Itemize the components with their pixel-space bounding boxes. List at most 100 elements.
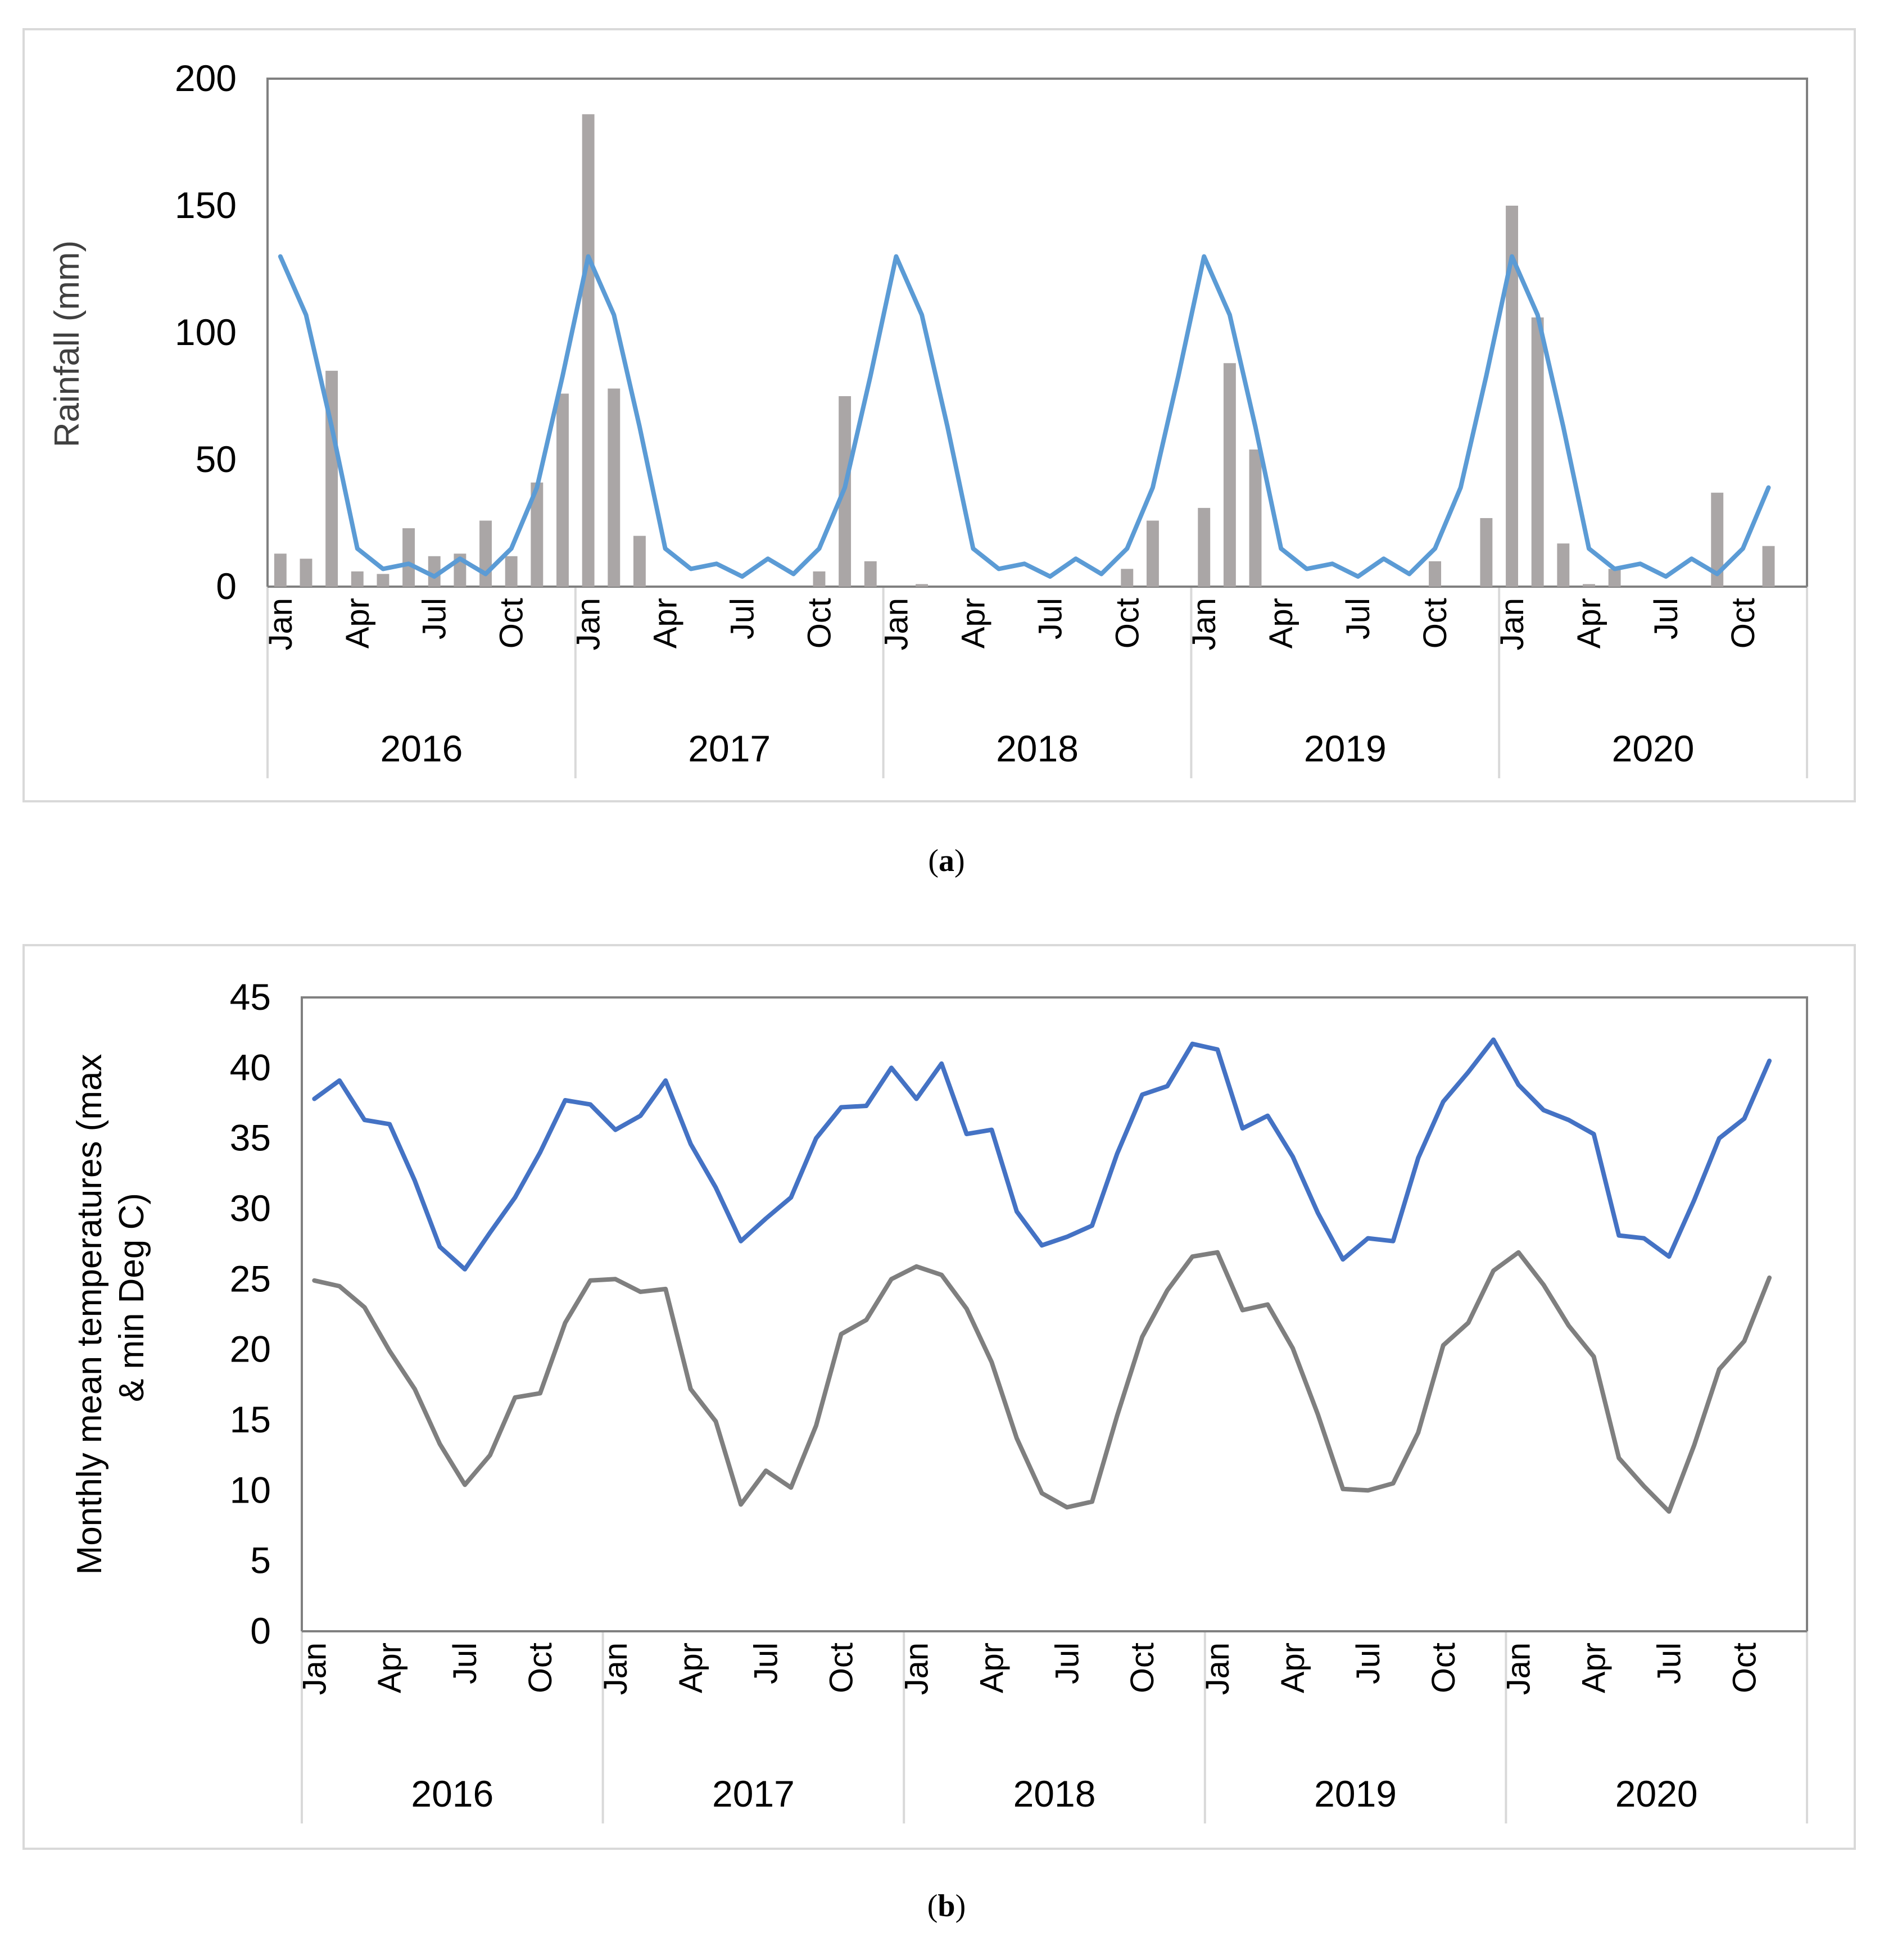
chart-b-month-tick-label: Oct <box>1124 1643 1161 1693</box>
chart-b-y-tick-label: 30 <box>230 1187 271 1229</box>
chart-b-month-tick-label: Jul <box>1350 1643 1387 1684</box>
chart-a-bar <box>325 370 338 587</box>
chart-b-month-tick-label: Jan <box>1501 1643 1537 1695</box>
chart-b-month-tick-label: Jan <box>597 1643 634 1695</box>
chart-a-bar <box>377 574 390 587</box>
chart-b-y-tick-label: 45 <box>230 976 271 1018</box>
chart-a-month-tick-label: Jan <box>570 598 607 651</box>
chart-a-month-tick-label: Apr <box>1571 598 1607 648</box>
chart-b-y-axis-title-line1: Monthly mean temperatures (max <box>70 1054 109 1575</box>
chart-a-month-tick-label: Apr <box>955 598 991 648</box>
chart-b-year-label: 2016 <box>411 1773 493 1814</box>
chart-a-bar <box>300 559 313 587</box>
caption-b-label: b <box>938 1889 955 1923</box>
chart-b-y-tick-label: 25 <box>230 1258 271 1299</box>
chart-b-plot-area <box>301 996 1808 1632</box>
chart-a-bar <box>1429 561 1442 587</box>
chart-a-month-tick-label: Oct <box>801 598 837 648</box>
chart-b-line-1 <box>312 1250 1772 1514</box>
chart-a-y-tick-label: 200 <box>175 57 237 99</box>
chart-a-month-tick-label: Jul <box>1340 598 1376 639</box>
chart-a-bar <box>274 553 287 587</box>
chart-a-bar <box>1506 206 1518 587</box>
chart-b-month-tick-label: Jul <box>1651 1643 1688 1684</box>
chart-b-y-tick-label: 40 <box>230 1046 271 1088</box>
chart-b-year-label: 2019 <box>1314 1773 1397 1814</box>
chart-a-bar <box>633 536 646 587</box>
chart-a-month-tick-label: Jul <box>724 598 761 639</box>
chart-a-bar <box>351 571 364 587</box>
chart-a-bar <box>864 561 877 587</box>
chart-b-month-tick-label: Jan <box>296 1643 333 1695</box>
chart-b-y-tick-label: 20 <box>230 1328 271 1370</box>
chart-b-month-tick-label: Jul <box>748 1643 785 1684</box>
chart-a-bar <box>1711 492 1724 587</box>
chart-a-bar <box>1249 449 1262 587</box>
chart-a-line-1 <box>278 254 1771 579</box>
chart-a-bar <box>582 114 595 587</box>
chart-a-bar <box>1198 507 1211 587</box>
chart-b-y-tick-label: 0 <box>250 1610 271 1652</box>
chart-b-month-tick-label: Jul <box>1049 1643 1085 1684</box>
chart-a-bar <box>1480 518 1493 587</box>
chart-a-month-tick-label: Apr <box>1263 598 1299 648</box>
chart-b-year-label: 2017 <box>712 1773 795 1814</box>
chart-b-month-tick-label: Oct <box>1425 1643 1462 1693</box>
chart-a-year-label: 2020 <box>1612 728 1695 769</box>
chart-a-bar <box>1583 584 1595 587</box>
chart-b-line-0 <box>312 1037 1772 1272</box>
chart-a-bar <box>479 520 492 587</box>
chart-a-year-label: 2019 <box>1304 728 1387 769</box>
chart-a-bar <box>1223 363 1236 587</box>
chart-a-month-tick-label: Oct <box>493 598 530 648</box>
chart-b-year-label: 2018 <box>1013 1773 1096 1814</box>
chart-a-plot-area <box>266 78 1808 588</box>
chart-a-month-tick-label: Apr <box>647 598 684 648</box>
chart-b-month-tick-label: Oct <box>1726 1643 1763 1693</box>
chart-a-month-tick-label: Jan <box>1186 598 1222 651</box>
chart-b-month-tick-label: Jan <box>1199 1643 1236 1695</box>
chart-a-bar <box>608 388 621 587</box>
chart-a-y-axis-title: Rainfall (mm) <box>48 241 87 448</box>
caption-b: (b) <box>927 1889 966 1923</box>
chart-a-y-tick-label: 50 <box>196 438 237 480</box>
panel-b-frame <box>22 944 1856 1850</box>
chart-a-y-tick-label: 100 <box>175 311 237 353</box>
chart-a-y-tick-label: 0 <box>216 565 237 607</box>
chart-a-bar <box>402 528 415 587</box>
chart-a-month-tick-label: Apr <box>339 598 376 648</box>
chart-b-y-tick-label: 10 <box>230 1469 271 1510</box>
chart-a-month-tick-label: Oct <box>1725 598 1761 648</box>
chart-a-bar <box>1121 569 1134 587</box>
chart-b-month-tick-label: Jul <box>447 1643 483 1684</box>
chart-a-month-tick-label: Oct <box>1109 598 1145 648</box>
chart-a-year-label: 2017 <box>688 728 771 769</box>
chart-a-month-tick-label: Jan <box>878 598 914 651</box>
chart-a-bar <box>1531 317 1544 587</box>
chart-b-y-axis-title-line2: & min Deg C) <box>112 1193 151 1402</box>
chart-b-month-tick-label: Apr <box>973 1643 1010 1693</box>
chart-a-month-tick-label: Jul <box>416 598 453 639</box>
chart-a-bar <box>1608 569 1621 587</box>
chart-a-month-tick-label: Jan <box>1494 598 1530 651</box>
chart-a-bar <box>428 556 441 587</box>
chart-a-bar <box>1557 543 1570 587</box>
chart-b-month-tick-label: Apr <box>1275 1643 1311 1693</box>
chart-a-bar <box>505 556 518 587</box>
chart-b-month-tick-label: Oct <box>522 1643 559 1693</box>
chart-a-bar <box>1762 546 1775 587</box>
chart-b-month-tick-label: Jan <box>899 1643 935 1695</box>
chart-b-year-label: 2020 <box>1615 1773 1698 1814</box>
chart-a-bar <box>531 482 544 587</box>
chart-a-month-tick-label: Jan <box>262 598 299 651</box>
chart-b-y-tick-label: 5 <box>250 1540 271 1581</box>
chart-a-month-tick-label: Oct <box>1417 598 1453 648</box>
chart-a-year-label: 2018 <box>996 728 1079 769</box>
chart-a-year-label: 2016 <box>380 728 463 769</box>
chart-a-month-tick-label: Jul <box>1032 598 1068 639</box>
chart-a-bar <box>556 393 569 587</box>
chart-b-month-tick-label: Apr <box>1576 1643 1613 1693</box>
caption-a: (a) <box>928 843 965 878</box>
chart-a-bar <box>1146 520 1159 587</box>
